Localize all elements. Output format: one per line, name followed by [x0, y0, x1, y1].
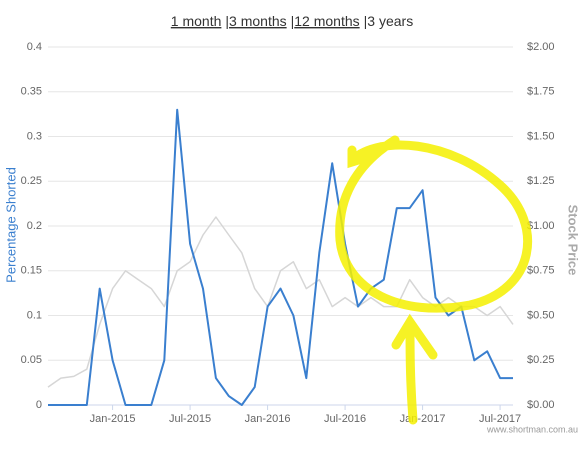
y2-tick-label: $0.75 — [527, 265, 555, 277]
x-tick-label: Jul-2015 — [169, 413, 211, 425]
highlight-circle — [335, 135, 533, 313]
range-option[interactable]: 3 months — [229, 13, 287, 29]
separator: | — [225, 13, 229, 29]
y2-tick-label: $1.75 — [527, 86, 555, 98]
y2-tick-label: $1.50 — [527, 130, 555, 142]
series-line — [48, 108, 513, 406]
x-tick-label: Jul-2017 — [479, 413, 521, 425]
y-tick-label: 0 — [36, 399, 42, 411]
y-axis-title: Percentage Shorted — [3, 167, 18, 283]
annotation — [335, 135, 533, 425]
y-tick-label: 0.2 — [27, 220, 42, 232]
highlight-arrow — [391, 313, 438, 425]
y-tick-label: 0.05 — [21, 354, 42, 366]
y2-tick-label: $2.00 — [527, 41, 555, 53]
y-tick-label: 0.25 — [21, 175, 42, 187]
highlight-tick — [347, 145, 370, 169]
y2-tick-label: $1.25 — [527, 175, 555, 187]
y2-tick-label: $0.00 — [527, 399, 555, 411]
range-option[interactable]: 1 month — [171, 13, 222, 29]
x-tick-label: Jan-2017 — [400, 413, 446, 425]
separator: | — [291, 13, 295, 29]
y2-axis-title: Stock Price — [566, 205, 581, 276]
y2-tick-label: $0.50 — [527, 309, 555, 321]
y2-tick-label: $1.00 — [527, 220, 555, 232]
y-tick-label: 0.15 — [21, 265, 42, 277]
x-tick-label: Jan-2015 — [90, 413, 136, 425]
y-tick-label: 0.1 — [27, 309, 42, 321]
x-tick-label: Jul-2016 — [324, 413, 366, 425]
range-option[interactable]: 12 months — [294, 13, 359, 29]
separator: | — [364, 13, 368, 29]
y-tick-label: 0.35 — [21, 86, 42, 98]
range-option-active: 3 years — [367, 13, 413, 29]
range-options: 1 month |3 months |12 months |3 years — [171, 13, 413, 29]
series-line — [47, 216, 514, 388]
y-tick-label: 0.4 — [27, 41, 42, 53]
range-selector: 1 month |3 months |12 months |3 years — [171, 13, 413, 29]
credit: www.shortman.com.au — [486, 424, 578, 434]
x-tick-label: Jan-2016 — [245, 413, 291, 425]
y-tick-label: 0.3 — [27, 130, 42, 142]
y2-tick-label: $0.25 — [527, 354, 555, 366]
